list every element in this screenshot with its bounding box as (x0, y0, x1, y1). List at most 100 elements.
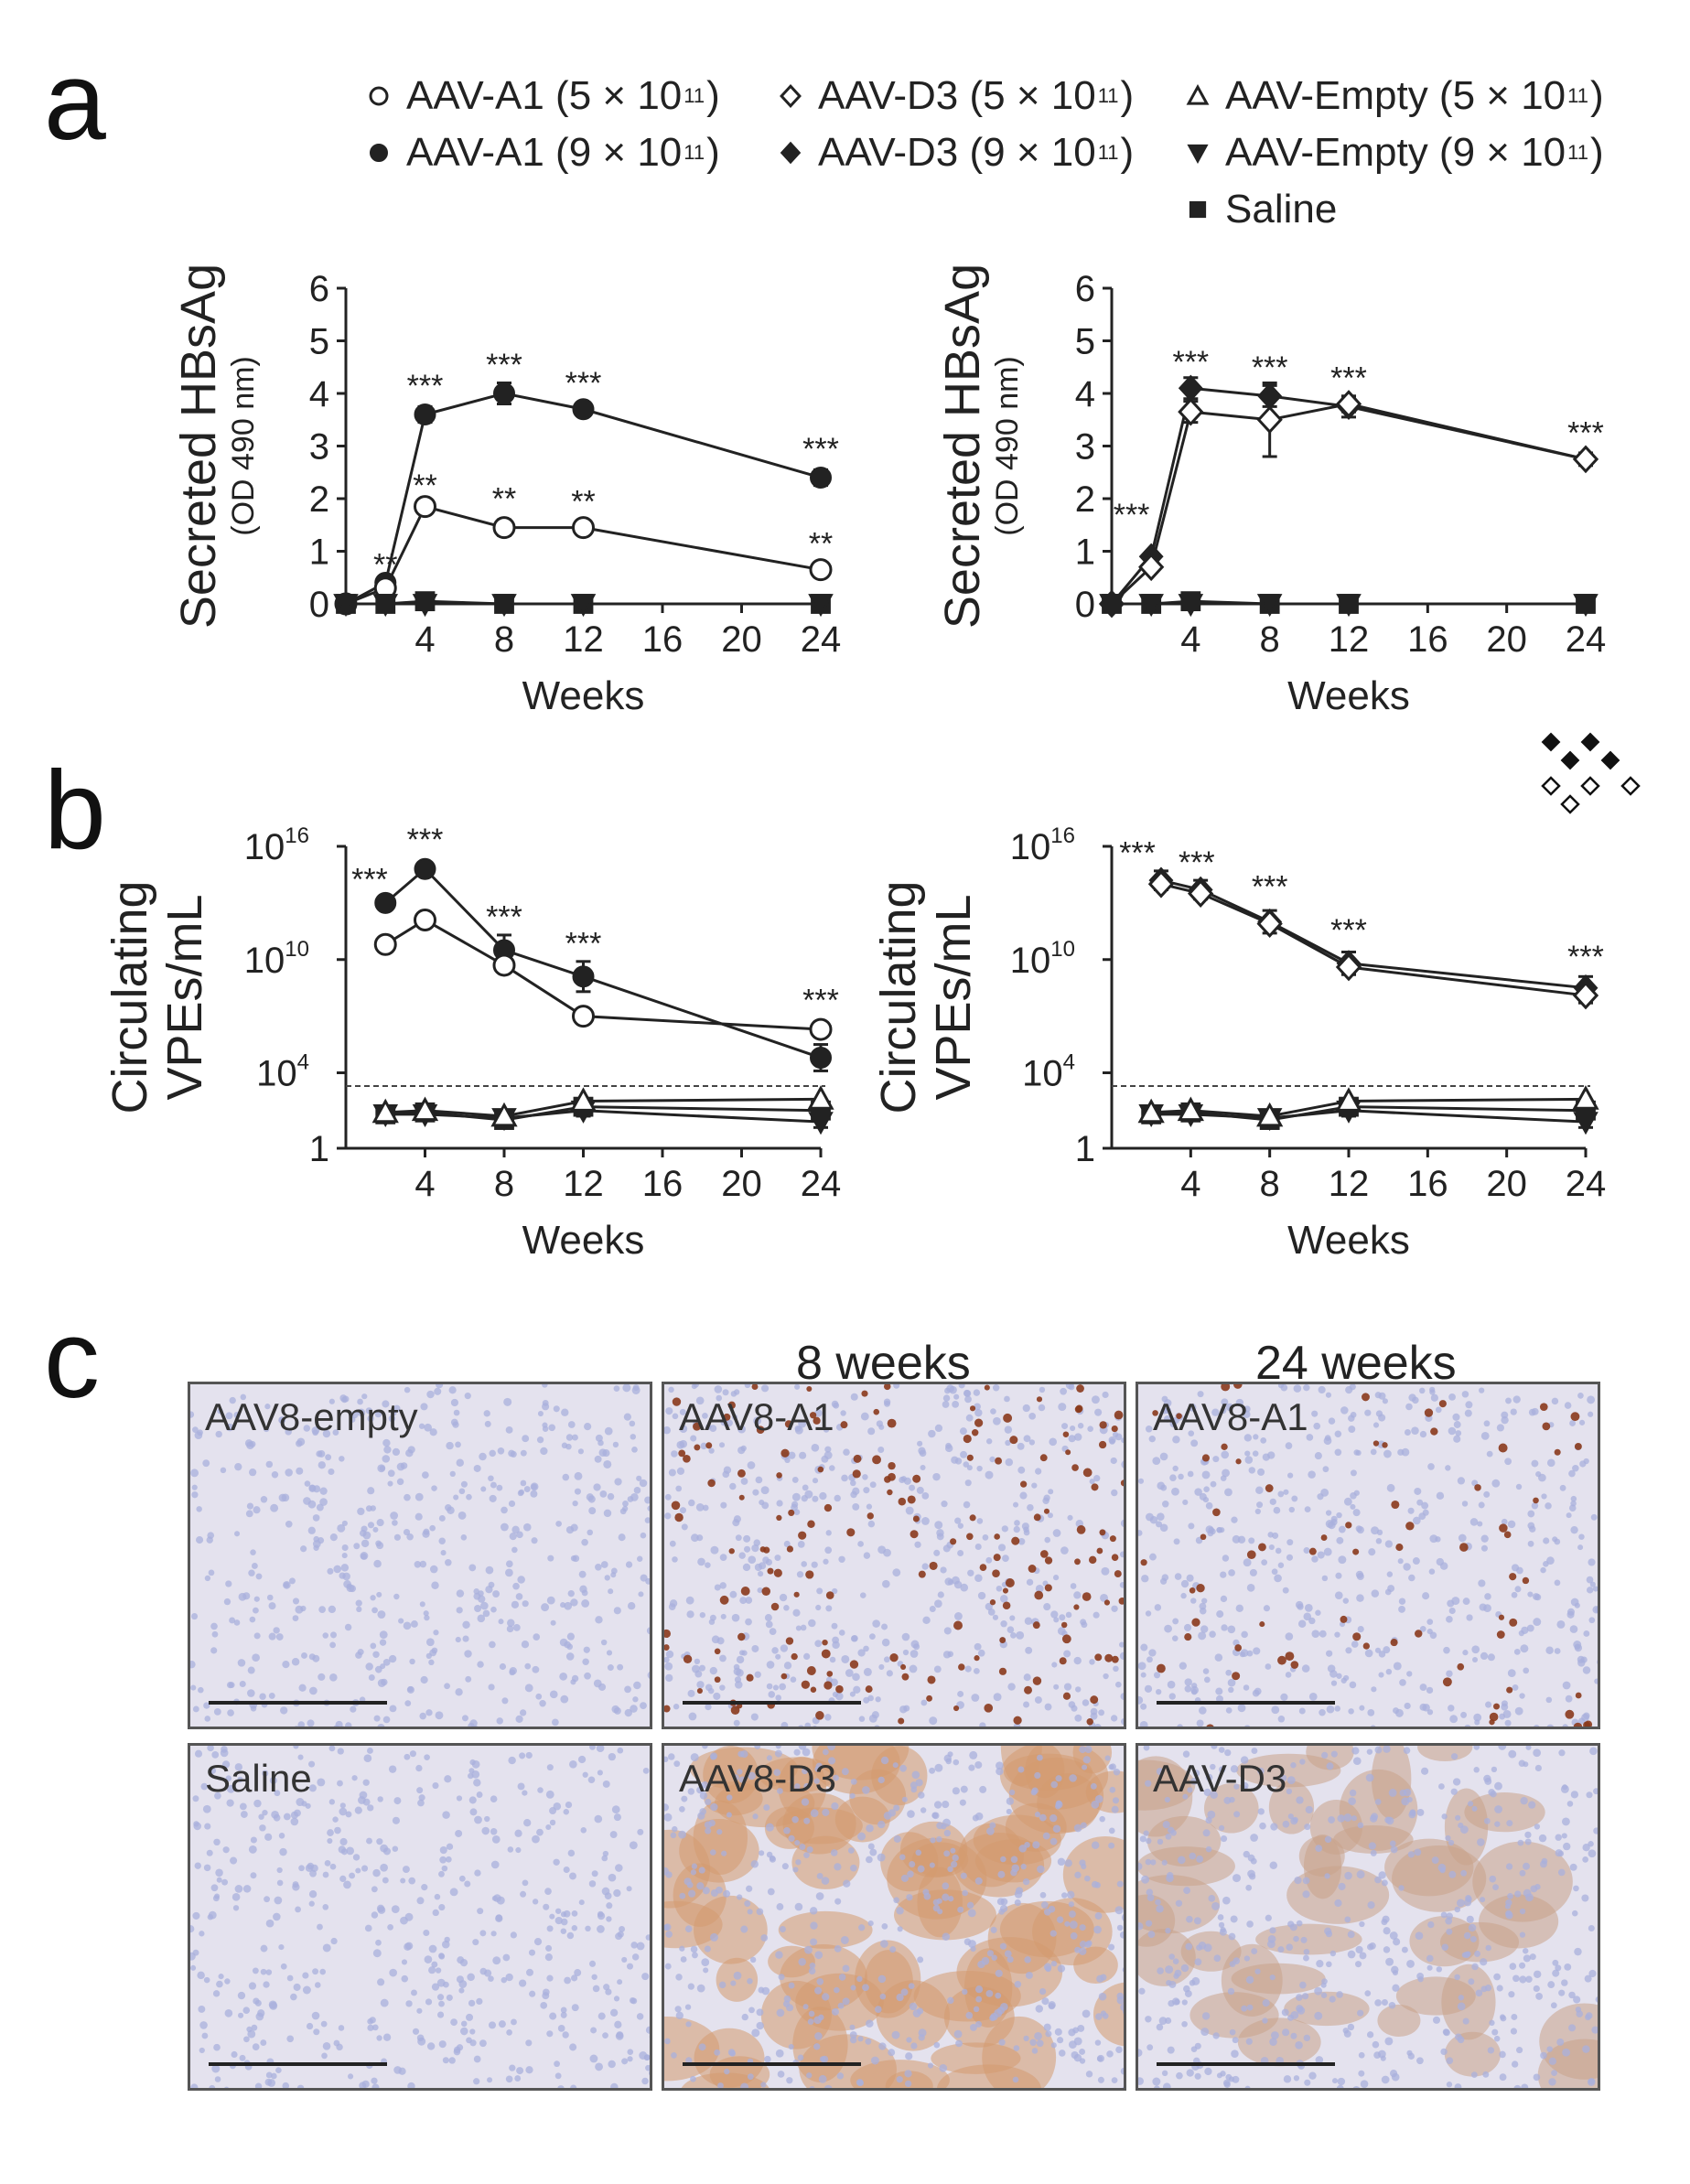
cell-nucleus (425, 1638, 435, 1647)
stained-nucleus (1574, 1443, 1582, 1450)
cell-nucleus (1205, 1773, 1213, 1781)
cell-nucleus (1230, 1765, 1239, 1773)
cell-nucleus (380, 1863, 388, 1872)
cell-nucleus (376, 2035, 382, 2041)
cell-nucleus (673, 1704, 680, 1710)
cell-nucleus (1563, 1842, 1571, 1851)
legend-label: AAV-D3 (9 × 10 (818, 130, 1096, 175)
stain-region (855, 1940, 921, 2018)
stained-nucleus (853, 1454, 862, 1463)
cell-nucleus (947, 1751, 953, 1758)
cell-nucleus (259, 1824, 266, 1832)
cell-nucleus (429, 1428, 437, 1436)
cell-nucleus (1228, 1569, 1235, 1576)
cell-nucleus (1440, 2048, 1448, 2056)
cell-nucleus (506, 2029, 512, 2036)
cell-nucleus (520, 1479, 527, 1487)
cell-nucleus (1277, 1946, 1285, 1953)
cell-nucleus (535, 1693, 543, 1700)
cell-nucleus (523, 1486, 531, 1492)
cell-nucleus (1477, 1521, 1483, 1527)
cell-nucleus (775, 1951, 783, 1959)
cell-nucleus (723, 1466, 732, 1474)
stained-nucleus (846, 1528, 856, 1537)
cell-nucleus (1140, 1703, 1147, 1710)
cell-nucleus (883, 1656, 890, 1663)
cell-nucleus (920, 1699, 928, 1706)
cell-nucleus (1414, 1848, 1422, 1856)
cell-nucleus (1409, 1810, 1416, 1817)
cell-nucleus (1204, 2067, 1212, 2076)
cell-nucleus (250, 1872, 257, 1879)
cell-nucleus (597, 1770, 603, 1776)
cell-nucleus (777, 2071, 785, 2078)
cell-nucleus (1491, 1479, 1501, 1488)
cell-nucleus (1152, 1457, 1161, 1465)
cell-nucleus (520, 1449, 527, 1457)
cell-nucleus (798, 1725, 804, 1727)
cell-nucleus (1483, 1817, 1491, 1824)
cell-nucleus (1253, 1647, 1261, 1655)
cell-nucleus (1487, 2047, 1495, 2054)
cell-nucleus (849, 2036, 857, 2044)
cell-nucleus (231, 2050, 238, 2059)
stained-nucleus (1352, 1548, 1360, 1555)
stained-nucleus (793, 1591, 800, 1598)
cell-nucleus (265, 2071, 273, 2079)
cell-nucleus (1004, 1395, 1010, 1403)
cell-nucleus (496, 1484, 503, 1491)
cell-nucleus (1079, 1941, 1087, 1948)
cell-nucleus (974, 1877, 983, 1885)
cell-nucleus (1168, 1953, 1175, 1960)
cell-nucleus (1446, 1928, 1453, 1935)
cell-nucleus (1352, 1509, 1361, 1517)
cell-nucleus (756, 2008, 764, 2017)
cell-nucleus (807, 2018, 814, 2025)
stained-nucleus (994, 1533, 1000, 1540)
cell-nucleus (790, 1676, 797, 1684)
cell-nucleus (679, 1507, 686, 1514)
cell-nucleus (714, 1385, 723, 1393)
cell-nucleus (952, 1400, 960, 1408)
data-point (371, 1098, 399, 1124)
cell-nucleus (1484, 1985, 1492, 1992)
cell-nucleus (312, 1429, 318, 1436)
cell-nucleus (1138, 1987, 1146, 1995)
y-tick-label: 1016 (244, 823, 309, 867)
stained-nucleus (737, 1632, 746, 1641)
cell-nucleus (216, 1877, 222, 1883)
stain-region (1203, 1783, 1259, 1834)
x-tick-label: 4 (414, 619, 435, 660)
diamond-marker-icon (780, 141, 802, 165)
cell-nucleus (613, 1607, 621, 1615)
cell-nucleus (1110, 1715, 1118, 1722)
cell-nucleus (1271, 1568, 1278, 1576)
cell-nucleus (1429, 1389, 1436, 1395)
cell-nucleus (708, 1619, 716, 1625)
cell-nucleus (1538, 1834, 1547, 1843)
cell-nucleus (1104, 1755, 1111, 1761)
cell-nucleus (990, 1926, 997, 1933)
stained-nucleus (966, 1533, 974, 1541)
cell-nucleus (815, 1892, 824, 1900)
cell-nucleus (469, 1808, 478, 1816)
cell-nucleus (361, 1539, 370, 1548)
cell-nucleus (1190, 1598, 1197, 1604)
cell-nucleus (588, 1880, 597, 1888)
cell-nucleus (347, 2073, 354, 2080)
cell-nucleus (936, 1822, 944, 1830)
cell-nucleus (915, 1849, 922, 1856)
cell-nucleus (357, 1398, 363, 1405)
cell-nucleus (509, 1666, 517, 1675)
cell-nucleus (213, 2043, 221, 2051)
cell-nucleus (995, 1969, 1003, 1977)
cell-nucleus (1207, 1810, 1216, 1819)
cell-nucleus (1073, 2053, 1082, 2062)
cell-nucleus (794, 1839, 801, 1845)
cell-nucleus (977, 1591, 986, 1600)
cell-nucleus (1058, 1403, 1067, 1412)
y-tick-label: 0 (309, 585, 329, 625)
cell-nucleus (967, 1940, 976, 1948)
cell-nucleus (1311, 1630, 1320, 1638)
cell-nucleus (1074, 1714, 1082, 1722)
